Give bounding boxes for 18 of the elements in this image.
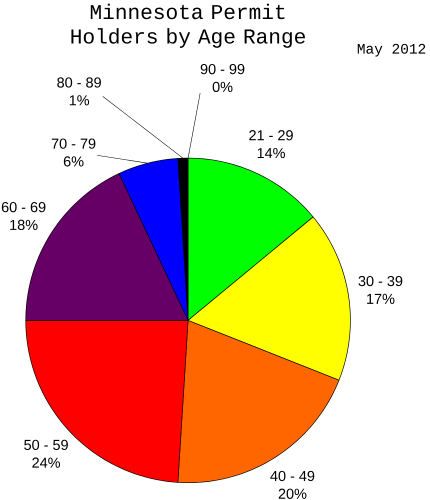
slice-label: 40 - 49	[270, 470, 314, 482]
slice-label: 70 - 79	[52, 138, 96, 149]
data-label: 18%	[10, 220, 38, 230]
slice-label: 80 - 89	[57, 77, 101, 88]
chart-subtitle: May 2012	[358, 44, 426, 57]
text: 0%	[212, 82, 233, 92]
data-label: 20%	[278, 488, 306, 499]
data-label: 17%	[367, 294, 394, 304]
data-label: 14%	[258, 148, 286, 158]
chart-title: Minnesota Permit Holders by Age Range	[71, 4, 305, 48]
data-label: 6%	[64, 156, 84, 167]
data-label: 24%	[32, 458, 60, 468]
category-label: 90 - 99	[200, 64, 244, 74]
slice-label: 30 - 39	[358, 276, 402, 286]
data-label: 1%	[70, 95, 90, 106]
slice-label: 50 - 59	[24, 440, 68, 450]
slice-label: 21 - 29	[249, 130, 293, 140]
slice-label: 60 - 69	[2, 202, 46, 212]
